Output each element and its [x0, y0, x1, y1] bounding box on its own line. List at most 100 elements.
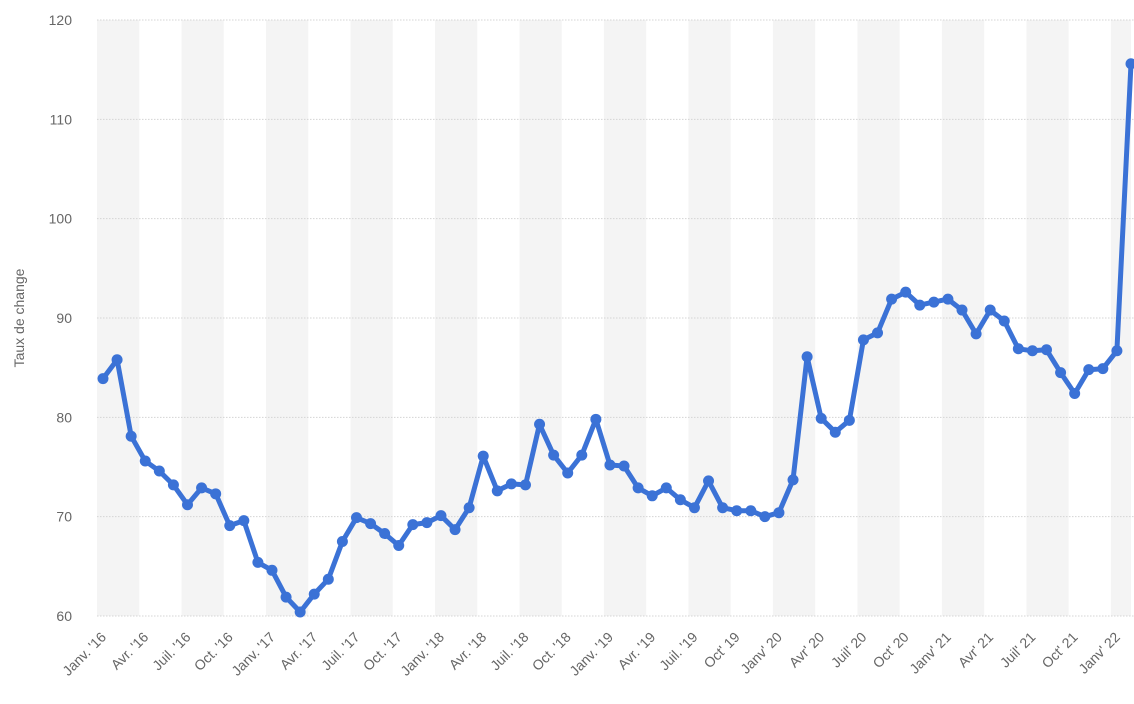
x-tick-label: Janv. '18 — [397, 629, 447, 679]
data-point[interactable] — [421, 517, 433, 529]
data-point[interactable] — [1111, 345, 1123, 357]
data-point[interactable] — [632, 482, 644, 494]
x-tick-label: Janv' 21 — [906, 629, 954, 677]
x-tick-label: Janv. '19 — [566, 629, 616, 679]
x-tick-label: Juil. '18 — [487, 629, 532, 674]
background-band — [1026, 20, 1069, 616]
data-point[interactable] — [914, 299, 926, 311]
data-point[interactable] — [111, 354, 123, 366]
data-point[interactable] — [829, 426, 841, 438]
y-tick-label: 60 — [56, 608, 72, 624]
data-point[interactable] — [519, 479, 531, 491]
data-point[interactable] — [266, 564, 278, 576]
data-point[interactable] — [393, 539, 405, 551]
data-point[interactable] — [463, 502, 475, 514]
data-point[interactable] — [210, 488, 222, 500]
x-tick-label: Avr' 21 — [955, 629, 997, 671]
data-point[interactable] — [1069, 387, 1081, 399]
data-point[interactable] — [224, 520, 236, 532]
x-tick-label: Juil. '17 — [318, 629, 363, 674]
data-point[interactable] — [703, 475, 715, 487]
data-point[interactable] — [857, 334, 869, 346]
data-point[interactable] — [379, 528, 391, 540]
data-point[interactable] — [886, 293, 898, 305]
x-tick-label: Avr. '17 — [277, 629, 321, 673]
data-point[interactable] — [196, 482, 208, 494]
x-tick-label: Avr' 20 — [786, 629, 828, 671]
data-point[interactable] — [491, 485, 503, 497]
data-point[interactable] — [1097, 363, 1109, 375]
data-point[interactable] — [731, 505, 743, 517]
data-point[interactable] — [435, 510, 447, 522]
data-point[interactable] — [787, 474, 799, 486]
data-point[interactable] — [900, 286, 912, 298]
data-point[interactable] — [815, 412, 827, 424]
data-point[interactable] — [745, 505, 757, 517]
data-point[interactable] — [604, 459, 616, 471]
y-tick-label: 70 — [56, 509, 72, 525]
data-point[interactable] — [717, 502, 729, 514]
data-point[interactable] — [294, 606, 306, 618]
x-tick-label: Avr. '19 — [614, 629, 658, 673]
x-tick-label: Janv' 20 — [737, 629, 785, 677]
data-point[interactable] — [562, 467, 574, 479]
data-point[interactable] — [674, 494, 686, 506]
data-point[interactable] — [238, 515, 250, 527]
data-point[interactable] — [1083, 364, 1095, 376]
data-point[interactable] — [1125, 58, 1134, 70]
x-tick-label: Avr. '16 — [108, 629, 152, 673]
data-point[interactable] — [872, 327, 884, 339]
data-point[interactable] — [998, 315, 1010, 327]
background-band — [519, 20, 562, 616]
data-point[interactable] — [139, 455, 151, 467]
y-tick-label: 80 — [56, 409, 72, 425]
data-point[interactable] — [97, 373, 109, 385]
data-point[interactable] — [153, 465, 165, 477]
data-point[interactable] — [759, 511, 771, 523]
y-tick-label: 90 — [56, 310, 72, 326]
data-point[interactable] — [843, 414, 855, 426]
data-point[interactable] — [322, 573, 334, 585]
data-point[interactable] — [350, 512, 362, 524]
data-point[interactable] — [1041, 344, 1053, 356]
data-point[interactable] — [181, 499, 193, 511]
data-point[interactable] — [548, 449, 560, 461]
data-point[interactable] — [308, 588, 320, 600]
x-tick-label: Juil' 20 — [828, 629, 870, 671]
data-point[interactable] — [773, 507, 785, 519]
data-point[interactable] — [576, 449, 588, 461]
data-point[interactable] — [801, 351, 813, 363]
data-point[interactable] — [1012, 343, 1024, 355]
data-point[interactable] — [336, 536, 348, 547]
data-point[interactable] — [942, 293, 954, 305]
data-point[interactable] — [956, 304, 968, 316]
data-point[interactable] — [449, 524, 461, 536]
data-point[interactable] — [407, 519, 419, 531]
data-point[interactable] — [928, 296, 940, 308]
data-point[interactable] — [477, 450, 489, 462]
data-point[interactable] — [590, 413, 602, 425]
data-point[interactable] — [970, 328, 982, 340]
data-point[interactable] — [280, 591, 292, 603]
data-point[interactable] — [618, 460, 630, 472]
data-point[interactable] — [534, 418, 546, 430]
data-point[interactable] — [252, 556, 264, 568]
data-point[interactable] — [505, 478, 517, 490]
data-point[interactable] — [688, 502, 700, 514]
data-point[interactable] — [984, 304, 996, 316]
y-axis-tick-labels: 60 70 80 90 100 110 120 — [49, 12, 73, 624]
data-point[interactable] — [125, 430, 137, 442]
data-point[interactable] — [365, 518, 377, 530]
data-point[interactable] — [1055, 367, 1067, 379]
x-tick-label: Janv. '17 — [228, 629, 278, 679]
data-point[interactable] — [646, 490, 658, 502]
data-point[interactable] — [660, 482, 672, 494]
series-line-group — [97, 58, 1134, 618]
y-axis-title: Taux de change — [11, 268, 27, 367]
data-point[interactable] — [167, 479, 179, 491]
data-point[interactable] — [1026, 345, 1038, 357]
x-tick-label: Juil. '19 — [656, 629, 701, 674]
x-tick-label: Juil. '16 — [149, 629, 194, 674]
